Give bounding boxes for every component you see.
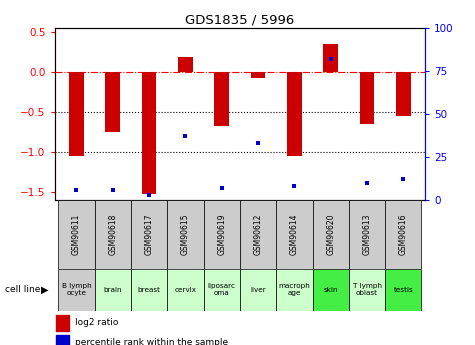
- Bar: [69, 72, 84, 156]
- Point: [363, 180, 371, 186]
- Bar: [58, 200, 95, 269]
- Point: [218, 185, 226, 191]
- Text: GSM90618: GSM90618: [108, 214, 117, 255]
- Bar: [204, 269, 240, 310]
- Text: liver: liver: [250, 287, 266, 293]
- Text: cell line: cell line: [5, 285, 40, 294]
- Point: [109, 187, 116, 193]
- Point: [181, 134, 189, 139]
- Text: cervix: cervix: [174, 287, 196, 293]
- Bar: [240, 269, 276, 310]
- Bar: [360, 72, 374, 124]
- Text: brain: brain: [104, 287, 122, 293]
- Text: ▶: ▶: [41, 285, 49, 295]
- Bar: [349, 269, 385, 310]
- Bar: [385, 200, 421, 269]
- Bar: [396, 72, 410, 116]
- Bar: [349, 200, 385, 269]
- Text: breast: breast: [138, 287, 161, 293]
- Point: [254, 140, 262, 146]
- Bar: [57, 315, 69, 331]
- Bar: [313, 200, 349, 269]
- Bar: [323, 44, 338, 72]
- Bar: [251, 72, 266, 78]
- Text: macroph
age: macroph age: [278, 283, 310, 296]
- Text: percentile rank within the sample: percentile rank within the sample: [75, 338, 228, 345]
- Point: [291, 184, 298, 189]
- Bar: [276, 269, 313, 310]
- Text: skin: skin: [323, 287, 338, 293]
- Bar: [131, 269, 167, 310]
- Text: GSM90616: GSM90616: [399, 214, 408, 255]
- Text: GSM90619: GSM90619: [217, 214, 226, 255]
- Bar: [287, 72, 302, 156]
- Text: GSM90612: GSM90612: [254, 214, 263, 255]
- Point: [399, 177, 407, 182]
- Bar: [57, 335, 69, 345]
- Bar: [240, 200, 276, 269]
- Text: GSM90620: GSM90620: [326, 214, 335, 255]
- Text: liposarc
oma: liposarc oma: [208, 283, 236, 296]
- Text: GSM90611: GSM90611: [72, 214, 81, 255]
- Bar: [131, 200, 167, 269]
- Text: testis: testis: [393, 287, 413, 293]
- Bar: [385, 269, 421, 310]
- Bar: [58, 269, 95, 310]
- Text: log2 ratio: log2 ratio: [75, 318, 118, 327]
- Bar: [95, 200, 131, 269]
- Text: GSM90614: GSM90614: [290, 214, 299, 255]
- Text: B lymph
ocyte: B lymph ocyte: [62, 283, 91, 296]
- Bar: [214, 72, 229, 126]
- Text: GSM90613: GSM90613: [362, 214, 371, 255]
- Text: GSM90615: GSM90615: [181, 214, 190, 255]
- Title: GDS1835 / 5996: GDS1835 / 5996: [185, 13, 294, 27]
- Point: [73, 187, 80, 193]
- Point: [327, 56, 334, 61]
- Bar: [142, 72, 156, 194]
- Bar: [276, 200, 313, 269]
- Bar: [204, 200, 240, 269]
- Bar: [178, 57, 193, 72]
- Text: GSM90617: GSM90617: [144, 214, 153, 255]
- Bar: [167, 269, 204, 310]
- Bar: [313, 269, 349, 310]
- Text: T lymph
oblast: T lymph oblast: [352, 283, 381, 296]
- Bar: [95, 269, 131, 310]
- Point: [145, 192, 153, 198]
- Bar: [105, 72, 120, 132]
- Bar: [167, 200, 204, 269]
